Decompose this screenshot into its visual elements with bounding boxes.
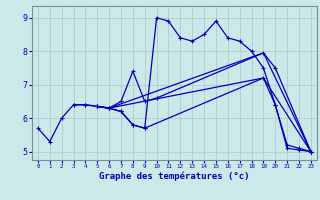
X-axis label: Graphe des températures (°c): Graphe des températures (°c) xyxy=(99,172,250,181)
